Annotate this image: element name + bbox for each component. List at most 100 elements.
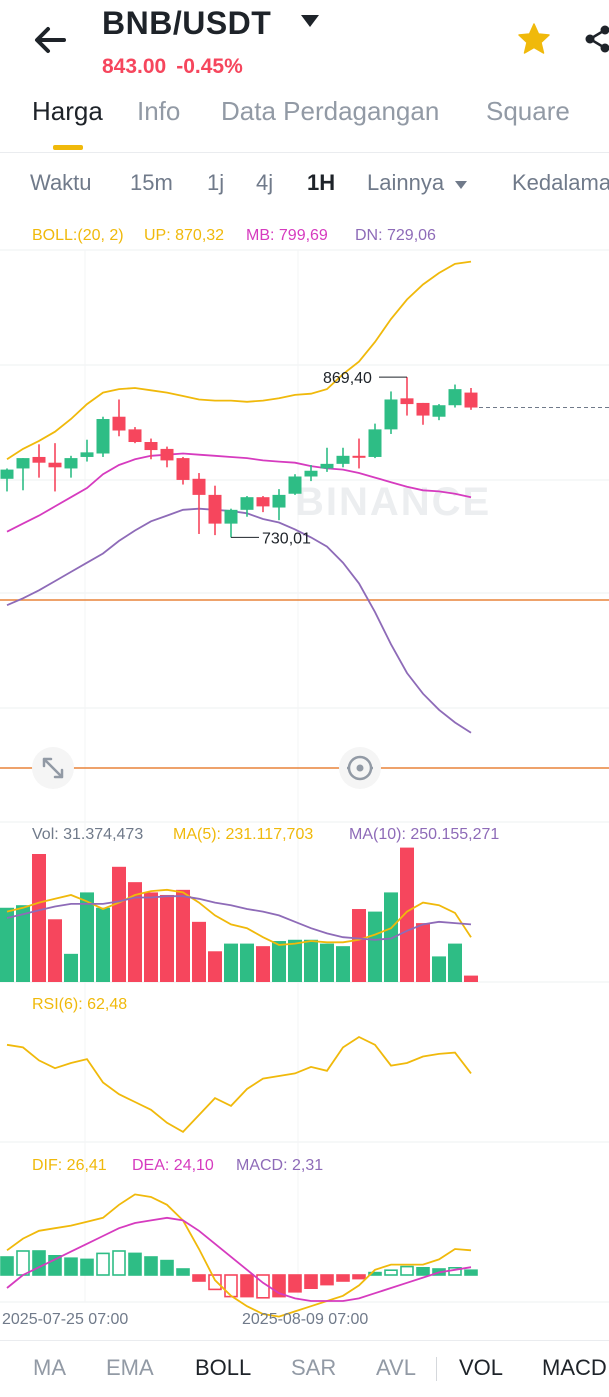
candle <box>337 448 350 468</box>
candle <box>369 424 382 458</box>
volume-bar <box>288 940 302 982</box>
volume-bar <box>256 946 270 982</box>
candle-body <box>321 464 334 469</box>
indicator-vol[interactable]: VOL <box>459 1355 503 1381</box>
pair-title[interactable]: BNB/USDT <box>102 5 271 42</box>
volume-bar <box>384 892 398 982</box>
macd-histogram-bar <box>241 1275 253 1297</box>
volume-bar <box>0 908 14 982</box>
macd-dif-line <box>7 1194 471 1316</box>
macd-histogram-bar <box>337 1275 349 1281</box>
tab-data-perdagangan[interactable]: Data Perdagangan <box>221 96 439 127</box>
candle <box>161 447 174 468</box>
candle <box>97 417 110 457</box>
volume-bar <box>400 848 414 982</box>
candle <box>401 377 414 415</box>
interval-waktu[interactable]: Waktu <box>30 170 92 196</box>
interval-1j[interactable]: 1j <box>207 170 224 196</box>
candle <box>225 509 238 538</box>
macd-histogram-bar <box>417 1268 429 1275</box>
candle <box>81 440 94 462</box>
volume-bar <box>304 940 318 982</box>
back-arrow-icon[interactable] <box>30 20 70 60</box>
volume-bar <box>352 909 366 982</box>
candle-body <box>225 510 238 524</box>
lainnya-label: Lainnya <box>367 170 444 195</box>
macd-histogram-bar <box>17 1251 29 1275</box>
fullscreen-icon[interactable] <box>32 747 74 789</box>
volume-bar <box>416 923 430 982</box>
share-icon[interactable] <box>583 24 609 54</box>
candle <box>273 489 286 520</box>
candle-body <box>97 419 110 453</box>
volume-bar <box>32 854 46 982</box>
candle-body <box>289 476 302 493</box>
candle <box>209 486 222 535</box>
candle <box>49 443 62 491</box>
indicator-sar[interactable]: SAR <box>291 1355 336 1381</box>
interval-1h[interactable]: 1H <box>307 170 335 196</box>
volume-bar <box>208 951 222 982</box>
tab-harga[interactable]: Harga <box>32 96 103 127</box>
interval-4j[interactable]: 4j <box>256 170 273 196</box>
candle-body <box>161 449 174 460</box>
active-tab-indicator <box>53 145 83 150</box>
macd-histogram-bar <box>113 1251 125 1275</box>
volume-bar <box>144 892 158 982</box>
macd-histogram-bar <box>97 1253 109 1275</box>
candle-body <box>241 497 254 510</box>
star-icon[interactable] <box>517 22 551 56</box>
candle-body <box>433 405 446 416</box>
indicator-macd[interactable]: MACD <box>542 1355 607 1381</box>
candle <box>433 404 446 420</box>
volume-bar <box>272 941 286 982</box>
candle <box>65 456 78 478</box>
volume-bar <box>368 912 382 982</box>
macd-dif-value: DIF: 26,41 <box>32 1157 107 1174</box>
tab-square[interactable]: Square <box>486 96 570 127</box>
boll-lower-line <box>7 509 471 733</box>
candle <box>241 496 254 517</box>
candle-body <box>209 495 222 524</box>
candle <box>129 427 142 443</box>
macd-histogram-bar <box>385 1270 397 1275</box>
macd-histogram-bar <box>353 1275 365 1279</box>
macd-plot <box>1 1194 477 1316</box>
macd-histogram-bar <box>33 1251 45 1275</box>
boll-dn-value: DN: 729,06 <box>355 227 436 244</box>
caret-down-icon[interactable] <box>300 14 320 28</box>
indicator-ma[interactable]: MA <box>33 1355 66 1381</box>
candle-body <box>1 470 14 479</box>
macd-histogram-bar <box>209 1275 221 1289</box>
macd-histogram-bar <box>81 1259 93 1275</box>
boll-mb-value: MB: 799,69 <box>246 227 328 244</box>
tab-info[interactable]: Info <box>137 96 180 127</box>
candle-body <box>417 403 430 416</box>
volume-bar <box>80 892 94 982</box>
interval-lainnya[interactable]: Lainnya <box>367 170 468 196</box>
candle-body <box>449 389 462 405</box>
header: BNB/USDT 843.00-0.45% <box>0 0 609 90</box>
volume-bar <box>96 908 110 982</box>
indicator-ema[interactable]: EMA <box>106 1355 154 1381</box>
target-icon[interactable] <box>339 747 381 789</box>
volume-bar <box>176 890 190 982</box>
price-change: -0.45% <box>176 55 243 78</box>
volume-bar <box>160 895 174 982</box>
divider <box>436 1357 437 1381</box>
vol-ma5-value: MA(5): 231.117,703 <box>173 826 313 843</box>
candle <box>417 403 430 425</box>
interval-kedalaman[interactable]: Kedalaman <box>512 170 609 196</box>
vol-ma10-value: MA(10): 250.155,271 <box>349 826 499 843</box>
boll-params: BOLL:(20, 2) <box>32 227 124 244</box>
indicator-boll[interactable]: BOLL <box>195 1355 251 1381</box>
macd-legend: DIF: 26,41 DEA: 24,10 MACD: 2,31 <box>32 1157 323 1174</box>
candle-body <box>49 463 62 468</box>
kline-chart[interactable]: BINANCE BOLL:(20, 2) UP: 870,32 MB: 799,… <box>0 215 609 1335</box>
candle <box>17 458 30 490</box>
indicator-avl[interactable]: AVL <box>376 1355 416 1381</box>
rsi-legend: RSI(6): 62,48 <box>32 996 127 1013</box>
candle <box>289 474 302 495</box>
interval-15m[interactable]: 15m <box>130 170 173 196</box>
rsi-line <box>7 1037 471 1132</box>
